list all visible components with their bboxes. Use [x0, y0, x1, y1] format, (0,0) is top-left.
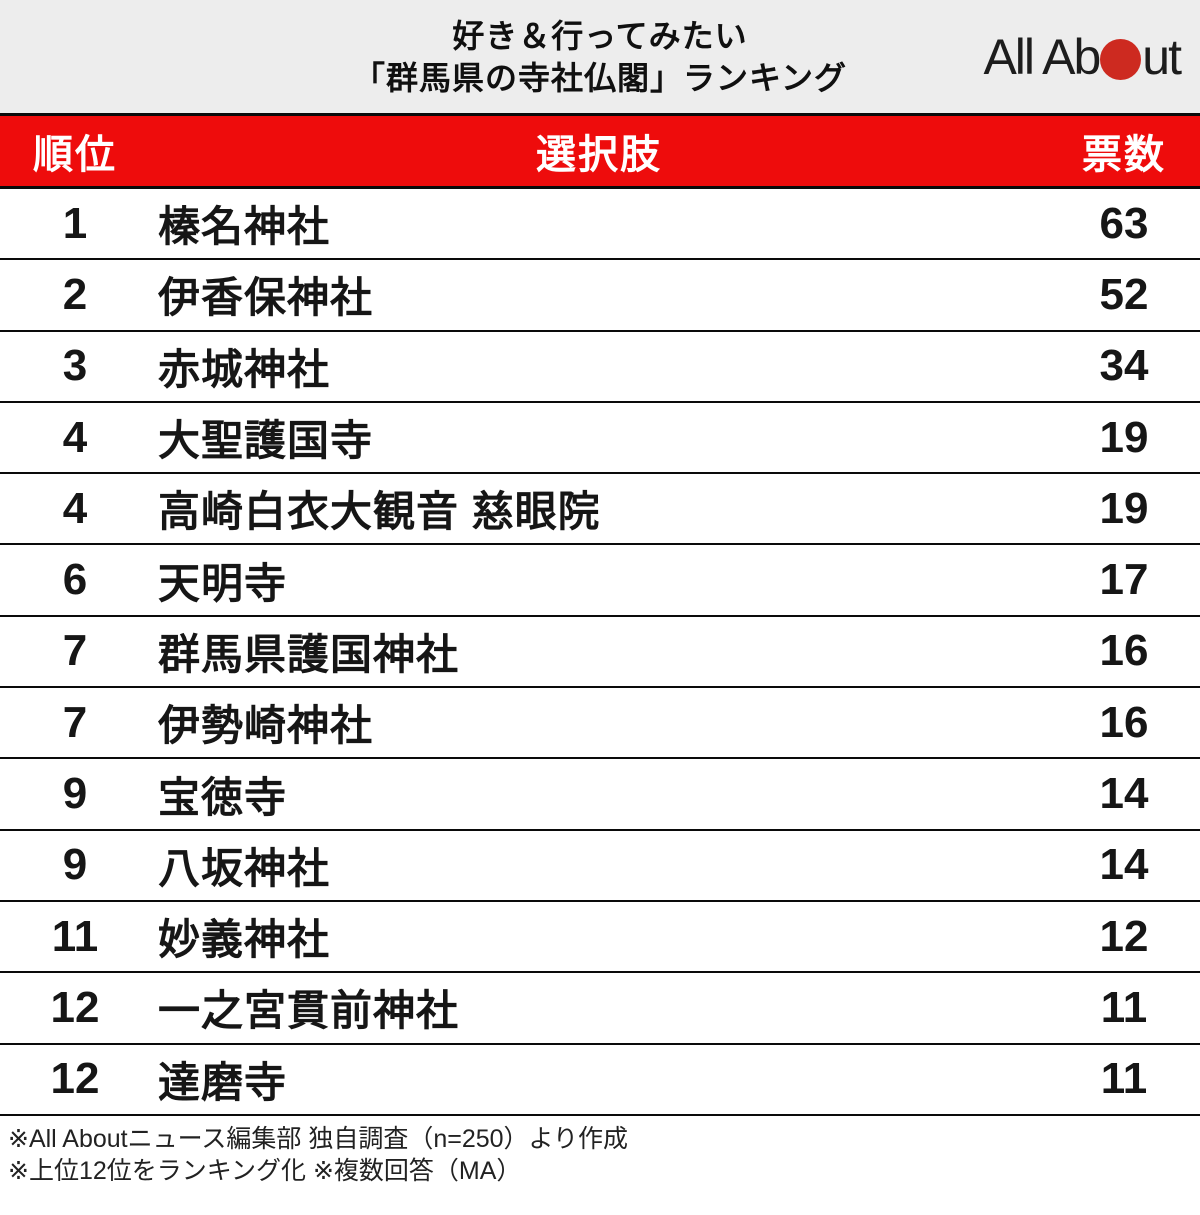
votes-cell: 11: [1100, 1054, 1148, 1104]
votes-cell: 14: [1099, 840, 1149, 890]
shrine-name-cell: 宝徳寺: [158, 773, 288, 821]
rank-cell: 4: [62, 412, 88, 462]
rank-cell: 6: [62, 555, 88, 605]
header: 好き＆行ってみたい 「群馬県の寺社仏閣」ランキング All Ab ut: [0, 0, 1200, 113]
shrine-name-cell: 八坂神社: [158, 844, 331, 892]
votes-cell: 12: [1099, 911, 1149, 961]
votes-cell: 17: [1099, 555, 1149, 605]
shrine-name-cell: 伊香保神社: [158, 274, 374, 322]
shrine-name-cell: 一之宮貫前神社: [158, 987, 460, 1035]
allabout-logo: All Ab ut: [983, 28, 1182, 86]
rank-cell: 2: [62, 269, 88, 319]
table-row: 4 大聖護国寺 19: [0, 402, 1200, 475]
votes-cell: 16: [1099, 626, 1149, 676]
votes-cell: 16: [1099, 697, 1149, 747]
table-row: 9 宝徳寺 14: [0, 759, 1200, 831]
page-title: 好き＆行ってみたい 「群馬県の寺社仏閣」ランキング: [353, 15, 847, 99]
rank-cell: 7: [62, 697, 88, 747]
table-row: 2 伊香保神社 52: [0, 260, 1200, 332]
shrine-name-cell: 伊勢崎神社: [158, 702, 374, 750]
table-row: 7 伊勢崎神社 16: [0, 688, 1200, 760]
shrine-name-cell: 達磨寺: [158, 1058, 288, 1106]
votes-cell: 11: [1100, 982, 1148, 1032]
votes-cell: 52: [1099, 269, 1149, 319]
column-header-rank: 順位: [33, 133, 117, 177]
table-row: 4 高崎白衣大観音 慈眼院 19: [0, 474, 1200, 546]
rank-cell: 12: [50, 1054, 100, 1104]
shrine-name-cell: 大聖護国寺: [158, 417, 374, 465]
table-row: 6 天明寺 17: [0, 545, 1200, 617]
rank-cell: 1: [62, 198, 88, 248]
rank-cell: 3: [62, 341, 88, 391]
table-row: 12 一之宮貫前神社 11: [0, 973, 1200, 1045]
logo-text-left: All Ab: [983, 28, 1101, 85]
votes-cell: 19: [1099, 483, 1149, 533]
shrine-name-cell: 群馬県護国神社: [158, 630, 460, 678]
table-row: 7 群馬県護国神社 16: [0, 616, 1200, 689]
footer-note-1: ※All Aboutニュース編集部 独自調査（n=250）より作成: [8, 1124, 629, 1153]
title-line-1: 好き＆行ってみたい: [452, 17, 748, 54]
table-row: 11 妙義神社 12: [0, 901, 1200, 974]
shrine-name-cell: 高崎白衣大観音 慈眼院: [158, 488, 601, 536]
rank-cell: 4: [62, 483, 88, 533]
votes-cell: 63: [1099, 198, 1149, 248]
votes-cell: 19: [1099, 412, 1149, 462]
rank-cell: 7: [62, 626, 88, 676]
footer-notes: ※All Aboutニュース編集部 独自調査（n=250）より作成 ※上位12位…: [0, 1116, 1200, 1187]
footer-note-2: ※上位12位をランキング化 ※複数回答（MA）: [8, 1156, 522, 1185]
title-line-2: 「群馬県の寺社仏閣」ランキング: [352, 59, 848, 96]
table-row: 9 八坂神社 14: [0, 830, 1200, 902]
table-row: 1 榛名神社 63: [0, 189, 1200, 261]
logo-red-circle-icon: [1100, 38, 1142, 80]
rank-cell: 9: [62, 840, 88, 890]
logo-text-right: ut: [1142, 28, 1182, 85]
shrine-name-cell: 天明寺: [158, 559, 288, 607]
shrine-name-cell: 妙義神社: [158, 916, 331, 964]
ranking-table-body: 1 榛名神社 63 2 伊香保神社 52 3 赤城神社 34 4 大聖護国寺 1…: [0, 189, 1200, 1116]
table-row: 3 赤城神社 34: [0, 331, 1200, 403]
table-header-bar: 順位 選択肢 票数: [0, 113, 1200, 189]
rank-cell: 12: [50, 982, 100, 1032]
votes-cell: 14: [1099, 769, 1149, 819]
column-header-votes: 票数: [1082, 133, 1166, 177]
rank-cell: 11: [51, 911, 99, 961]
table-row: 12 達磨寺 11: [0, 1044, 1200, 1116]
rank-cell: 9: [62, 769, 88, 819]
column-header-choice: 選択肢: [536, 133, 662, 177]
shrine-name-cell: 赤城神社: [158, 345, 331, 393]
votes-cell: 34: [1099, 341, 1149, 391]
shrine-name-cell: 榛名神社: [158, 203, 331, 251]
